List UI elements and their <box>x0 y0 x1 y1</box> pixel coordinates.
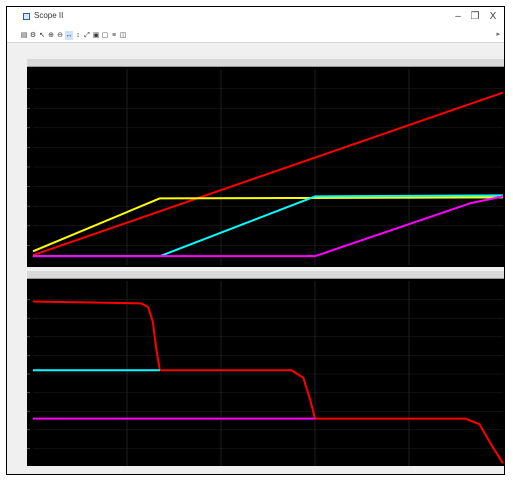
axes-header-top <box>27 59 504 67</box>
cursor-icon[interactable]: ↖ <box>39 32 45 39</box>
bottom-trace-1 <box>32 300 504 464</box>
minimize-button[interactable]: – <box>455 11 461 22</box>
save-axes-icon[interactable]: ▣ <box>92 32 100 39</box>
scope-axes-top[interactable] <box>27 59 504 267</box>
autoscale-icon[interactable]: ⤢ <box>84 32 90 39</box>
scope-axes-bottom[interactable] <box>27 271 504 469</box>
axes-header-bottom <box>27 271 504 279</box>
plot-area-bottom <box>27 281 504 467</box>
zoom-in-icon[interactable]: ⊕ <box>48 32 54 39</box>
title-bar: Scope II – ❐ X <box>7 7 504 29</box>
restore-button[interactable]: ❐ <box>470 11 480 22</box>
scope-window: Scope II – ❐ X ▤ ⚙ ↖ ⊕ ⊖ ↔ ↕ ⤢ ▣ ▢ ≡ ◫ ▸ <box>6 6 505 475</box>
signal-select-icon[interactable]: ◫ <box>119 32 127 39</box>
close-button[interactable]: X <box>489 11 497 22</box>
print-icon[interactable]: ▤ <box>20 32 28 39</box>
toolbar-overflow-icon[interactable]: ▸ <box>496 31 500 38</box>
scope-app-icon <box>23 13 30 20</box>
plot-area-top <box>27 69 504 265</box>
toolbar: ▤ ⚙ ↖ ⊕ ⊖ ↔ ↕ ⤢ ▣ ▢ ≡ ◫ ▸ <box>7 29 504 43</box>
params-icon[interactable]: ≡ <box>111 32 117 39</box>
status-bar <box>7 466 504 474</box>
window-title: Scope II <box>34 11 64 20</box>
top-trace-1 <box>32 91 504 257</box>
zoom-y-icon[interactable]: ↕ <box>76 32 80 39</box>
zoom-out-icon[interactable]: ⊖ <box>57 32 63 39</box>
restore-axes-icon[interactable]: ▢ <box>101 32 109 39</box>
top-trace-2 <box>32 196 504 253</box>
settings-icon[interactable]: ⚙ <box>29 32 37 39</box>
zoom-x-icon[interactable]: ↔ <box>65 31 73 40</box>
top-trace-4 <box>33 195 504 258</box>
